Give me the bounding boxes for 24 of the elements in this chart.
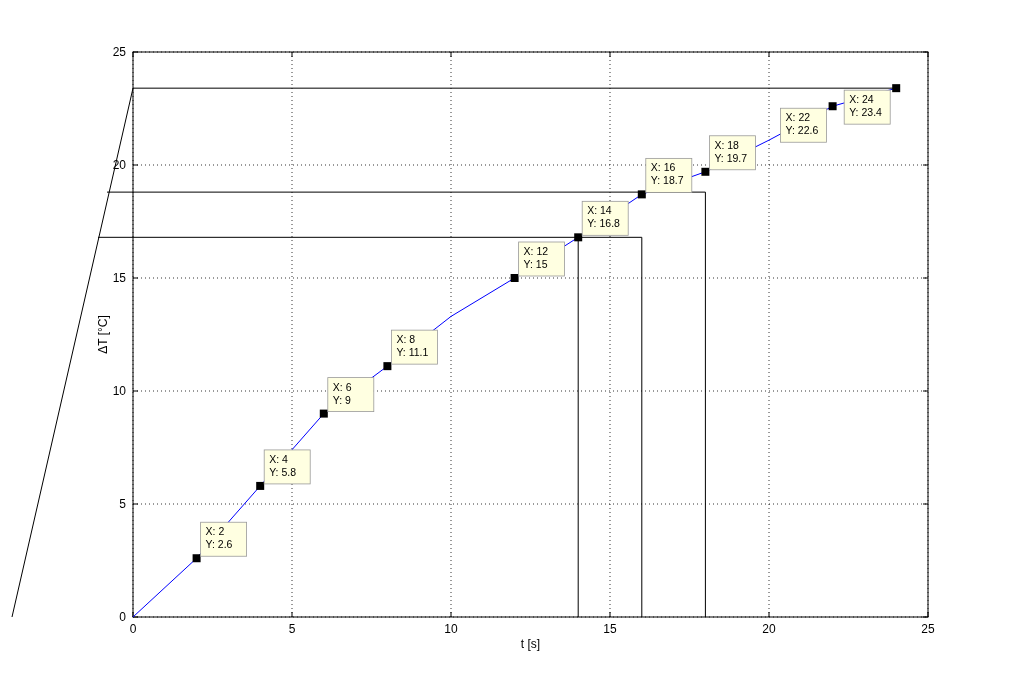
y-tick-label: 25 [112, 45, 127, 59]
y-tick-label: 5 [119, 497, 127, 511]
y-tick-label: 10 [112, 384, 127, 398]
x-tick-label: 10 [444, 622, 458, 636]
annotation: X: 4 Y: 5.8 [269, 452, 297, 478]
y-tick-label: 20 [112, 158, 127, 172]
annotation: X: 8 Y: 11.1 [396, 333, 429, 359]
annotation: X: 24 Y: 23.4 [849, 93, 883, 119]
x-tick-label: 0 [129, 622, 137, 636]
y-tick-label: 0 [119, 610, 127, 624]
annotation: X: 6 Y: 9 [332, 380, 352, 406]
annotation: X: 18 Y: 19.7 [714, 138, 748, 164]
annotation: X: 2 Y: 2.6 [205, 525, 233, 551]
y-axis-title: ΔT [°C] [96, 315, 110, 354]
annotation: X: 22 Y: 22.6 [785, 111, 819, 137]
x-tick-label: 15 [603, 622, 617, 636]
annotation: X: 16 Y: 18.7 [650, 161, 684, 187]
annotation: X: 14 Y: 16.8 [587, 204, 621, 230]
x-tick-label: 25 [921, 622, 935, 636]
y-tick-label: 15 [112, 271, 127, 285]
x-axis-title: t [s] [520, 637, 541, 651]
x-tick-label: 5 [288, 622, 296, 636]
x-tick-label: 20 [762, 622, 776, 636]
annotation: X: 12 Y: 15 [523, 245, 549, 270]
